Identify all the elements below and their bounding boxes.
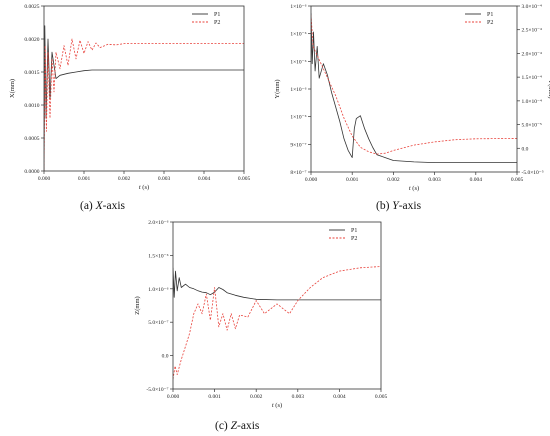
series-line-p1 <box>311 13 517 164</box>
caption-axis: Y <box>392 200 400 212</box>
plot-frame <box>172 221 382 390</box>
caption-a: (a) X-axis <box>80 200 126 212</box>
x-tick-label: 0.003 <box>158 176 171 182</box>
x-tick-label: 0.003 <box>428 177 441 183</box>
y2-tick-label: 1.0×10⁻⁴ <box>522 99 542 105</box>
x-tick-label: 0.001 <box>78 176 91 182</box>
caption-suffix: -axis <box>399 200 422 212</box>
x-axis-label: t (s) <box>409 185 419 192</box>
y-tick-label: 0.0005 <box>24 136 39 142</box>
x-tick-label: 0.002 <box>250 394 263 400</box>
y-tick-label: 5.0×10⁻⁷ <box>148 320 168 326</box>
y2-tick-label: 1.5×10⁻⁴ <box>522 75 542 81</box>
chart-a: 0.000 0.001 0.002 0.003 0.004 0.005 0.0000 0.00… <box>9 4 250 191</box>
x-tick-label: 0.002 <box>387 177 400 183</box>
x-axis-label-var: t <box>272 402 274 409</box>
y-axis-label: X(mm) <box>9 79 16 98</box>
caption-c: (c) Z-axis <box>215 420 260 432</box>
caption-prefix: (b) <box>376 200 392 212</box>
y-axis-label: Y(mm) <box>274 79 281 98</box>
chart-c: 0.000 0.001 0.002 0.003 0.004 0.005 -5.0×10⁻⁷ 0… <box>134 220 387 409</box>
caption-prefix: (c) <box>215 420 231 432</box>
x-tick-label: 0.001 <box>346 177 359 183</box>
series-line-p2 <box>173 266 381 380</box>
y2-tick-label: 0.0 <box>522 146 529 152</box>
legend-label-p2: P2 <box>351 236 357 242</box>
x-tick-label: 0.005 <box>375 394 388 400</box>
x-axis-label: t (s) <box>272 402 282 409</box>
y-tick-label: 9×10⁻⁷ <box>290 142 306 148</box>
caption-axis: X <box>95 200 104 212</box>
y-tick-label: 0.0020 <box>24 37 39 43</box>
y-tick-label: 1.0×10⁻⁶ <box>148 287 168 293</box>
x-tick-label: 0.004 <box>470 177 483 183</box>
y-tick-label: 0.0025 <box>24 4 39 10</box>
caption-axis: Z <box>231 420 238 432</box>
series-line-p2 <box>44 38 244 171</box>
x-tick-label: 0.003 <box>292 394 305 400</box>
x-tick-label: 0.005 <box>238 176 251 182</box>
caption-prefix: (a) <box>80 200 96 212</box>
x-axis-label-unit: (s) <box>274 402 282 409</box>
series-line-p2 <box>311 14 517 155</box>
x-tick-label: 0.004 <box>198 176 211 182</box>
x-tick-label: 0.000 <box>305 177 318 183</box>
caption-suffix: -axis <box>237 420 260 432</box>
y2-tick-label: 2.5×10⁻⁴ <box>522 28 542 34</box>
y-tick-label: 0.0010 <box>24 103 39 109</box>
y-tick-label: 1×10⁻⁶ <box>290 87 306 93</box>
legend-label-p2: P2 <box>487 20 493 26</box>
y-tick-label: 1×10⁻⁶ <box>290 115 306 121</box>
x-tick-label: 0.000 <box>38 176 51 182</box>
y2-tick-label: -5.0×10⁻⁵ <box>522 170 544 176</box>
x-axis-label-unit: (s) <box>411 185 419 192</box>
x-tick-label: 0.002 <box>118 176 131 182</box>
y-tick-label: 1×10⁻⁶ <box>290 4 306 10</box>
x-tick-label: 0.004 <box>333 394 346 400</box>
chart-b: 0.000 0.001 0.002 0.003 0.004 0.005 8×10⁻⁷ 9×10… <box>274 4 550 192</box>
series-line-p1 <box>173 267 381 301</box>
y-tick-label: 0.0 <box>162 354 169 360</box>
plot-frame <box>310 5 518 173</box>
y-tick-label: -5.0×10⁻⁷ <box>146 387 168 393</box>
x-axis-label-var: t <box>139 184 141 191</box>
y-tick-label: 1.5×10⁻⁶ <box>148 253 168 259</box>
y-tick-label: 8×10⁻⁷ <box>290 170 306 176</box>
x-tick-label: 0.005 <box>511 177 524 183</box>
caption-suffix: -axis <box>103 200 126 212</box>
x-axis-label-var: t <box>409 185 411 192</box>
y2-tick-label: 3.0×10⁻⁴ <box>522 4 542 10</box>
caption-b: (b) Y-axis <box>376 200 422 212</box>
y-tick-label: 2.0×10⁻⁶ <box>148 220 168 226</box>
y-tick-label: 0.0015 <box>24 70 39 76</box>
legend-label-p1: P1 <box>487 12 493 18</box>
y-tick-label: 1×10⁻⁶ <box>290 32 306 38</box>
legend-label-p1: P1 <box>351 228 357 234</box>
y-tick-label: 1×10⁻⁶ <box>290 59 306 65</box>
y2-tick-label: 5.0×10⁻⁵ <box>522 123 542 129</box>
x-tick-label: 0.000 <box>167 394 180 400</box>
x-axis-label-unit: (s) <box>141 184 149 191</box>
y2-tick-label: 2.0×10⁻⁴ <box>522 51 542 57</box>
legend-label-p2: P2 <box>214 20 220 26</box>
plot-frame <box>43 5 245 172</box>
x-axis-label: t (s) <box>139 184 149 191</box>
y2-axis-label: Y(mm) <box>547 79 550 98</box>
x-tick-label: 0.001 <box>208 394 221 400</box>
legend-label-p1: P1 <box>214 12 220 18</box>
y-axis-label: Z(mm) <box>134 296 141 314</box>
y-tick-label: 0.0000 <box>24 169 39 175</box>
